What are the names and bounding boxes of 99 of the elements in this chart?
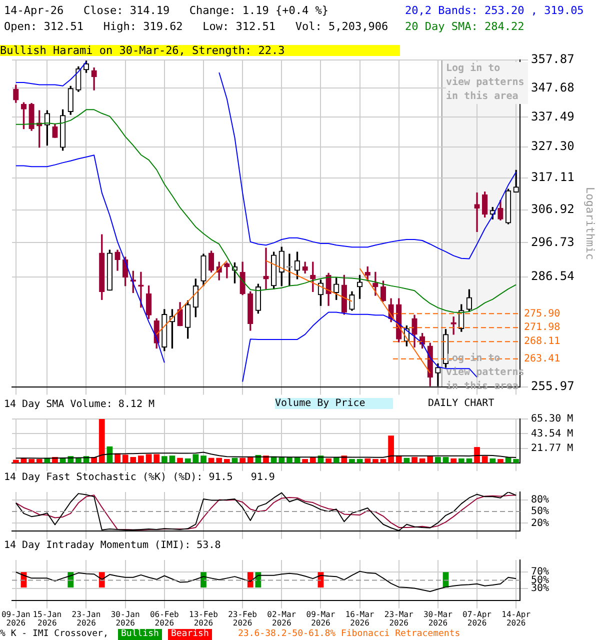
- bar: [435, 457, 441, 463]
- x-tick-label: 30-Jan 2026: [110, 610, 140, 628]
- text: 20,2 Bands: 253.20 , 319.05: [405, 3, 584, 19]
- bar: [12, 460, 19, 463]
- bar: [224, 459, 230, 463]
- y-tick-label: 43.54 M: [531, 428, 574, 440]
- bar: [286, 458, 292, 463]
- ref-line-label: 271.98: [524, 322, 560, 334]
- annotation: Log in to view patterns in this area: [446, 62, 528, 104]
- bar: [208, 458, 214, 463]
- bar: [356, 459, 363, 463]
- y-tick-label: 255.97: [531, 378, 574, 393]
- x-tick-label: 15-Jan 2026: [32, 610, 62, 628]
- bar: [294, 458, 300, 463]
- text: Bullish Harami on 30-Mar-26, Strength: 22.3: [0, 44, 400, 57]
- bar: [154, 454, 160, 463]
- bar: [200, 456, 206, 463]
- bar: [482, 456, 488, 463]
- text: 23.6-38.2-50-61.8% Fibonacci Retracements: [238, 629, 460, 640]
- ref-line-label: 263.41: [524, 353, 560, 364]
- y-tick-label: 80%: [531, 494, 550, 506]
- y-tick-label: 327.30: [531, 139, 574, 154]
- bar: [412, 457, 418, 463]
- bar: [98, 419, 105, 463]
- bar: [490, 458, 496, 463]
- y-tick-label: 357.87: [531, 52, 574, 66]
- y-tick-label: 296.73: [531, 234, 574, 249]
- bar: [310, 458, 316, 463]
- x-tick-label: 13-Feb 2026: [189, 610, 218, 628]
- candlestick: [224, 262, 230, 278]
- chart-title: 14 Day Intraday Momentum (IMI): 53.8: [4, 540, 221, 551]
- bar: [380, 459, 386, 463]
- bar: [28, 459, 34, 463]
- text: 20 Day SMA: 284.22: [405, 19, 526, 35]
- x-tick-label: 16-Mar 2026: [345, 610, 374, 628]
- bar: [44, 458, 50, 463]
- x-tick-label: 06-Feb 2026: [150, 610, 180, 628]
- bar: [247, 457, 254, 463]
- bar: [419, 458, 426, 463]
- text: % K - IMI Crossover,: [0, 629, 108, 640]
- bar: [169, 456, 176, 463]
- chart-title: 14 Day SMA Volume: 8.12 M: [4, 399, 155, 410]
- bar: [240, 458, 246, 463]
- bar: [513, 459, 520, 463]
- bar: [146, 454, 152, 463]
- y-tick-label: 286.54: [531, 268, 574, 283]
- y-tick-label: 65.30 M: [531, 414, 574, 425]
- bar: [505, 458, 512, 463]
- x-tick-label: 09-Mar 2026: [306, 610, 336, 628]
- bar: [138, 456, 144, 463]
- y-tick-label: 337.49: [531, 109, 574, 124]
- y-tick-label: 317.11: [531, 170, 574, 184]
- bar: [466, 458, 472, 463]
- bar: [388, 436, 394, 463]
- text: Bearish: [168, 629, 212, 640]
- bar: [450, 458, 456, 463]
- bar: [349, 459, 355, 463]
- chart-subtitle: Open: 312.51 High: 319.62 Low: 312.51 Vol: 5,203,906: [4, 19, 388, 35]
- x-tick-label: 09-Jan 2026: [1, 610, 31, 628]
- bar: [442, 457, 449, 463]
- text: Volume By Price: [275, 398, 393, 409]
- y-tick-label: 20%: [531, 518, 550, 529]
- bar: [232, 458, 238, 463]
- text: Bullish: [118, 629, 162, 640]
- bar: [36, 459, 42, 463]
- bar: [372, 459, 378, 463]
- bar: [278, 458, 285, 463]
- candlestick: [263, 248, 269, 290]
- bar: [474, 447, 480, 463]
- x-tick-label: 23-Mar 2026: [384, 610, 414, 628]
- text: DAILY CHART: [428, 398, 494, 409]
- y-tick-label: 30%: [531, 582, 550, 594]
- bar: [333, 458, 340, 463]
- x-tick-label: 07-Apr 2026: [462, 610, 492, 628]
- x-tick-label: 14-Apr 2026: [502, 610, 531, 628]
- chart-title: 14 Day Fast Stochastic (%K) (%D): 91.5 91.9: [4, 472, 275, 483]
- bar: [76, 458, 82, 463]
- y-tick-label: 306.92: [531, 202, 574, 216]
- bar: [498, 459, 504, 463]
- bar: [302, 459, 308, 463]
- bar: [177, 458, 183, 463]
- x-tick-label: 30-Mar 2026: [423, 610, 453, 628]
- x-tick-label: 23-Jan 2026: [72, 610, 101, 628]
- y-axis-title: Logarithmic: [584, 186, 597, 260]
- y-tick-label: 347.68: [531, 80, 574, 94]
- bar: [216, 458, 222, 463]
- ref-line-label: 268.11: [524, 336, 560, 348]
- ref-line-label: 275.90: [524, 308, 560, 320]
- bar: [161, 456, 168, 463]
- x-tick-label: 02-Mar 2026: [267, 610, 296, 628]
- y-tick-label: 21.77 M: [531, 442, 574, 454]
- bar: [364, 458, 371, 463]
- bar: [404, 458, 410, 463]
- bar: [326, 458, 332, 463]
- x-tick-label: 23-Feb 2026: [228, 610, 258, 628]
- bar: [458, 458, 464, 463]
- y-tick-label: 50%: [531, 506, 550, 518]
- candlestick: [474, 192, 480, 232]
- chart-title: 14-Apr-26 Close: 314.19 Change: 1.19 {+0.4 %}: [4, 3, 330, 19]
